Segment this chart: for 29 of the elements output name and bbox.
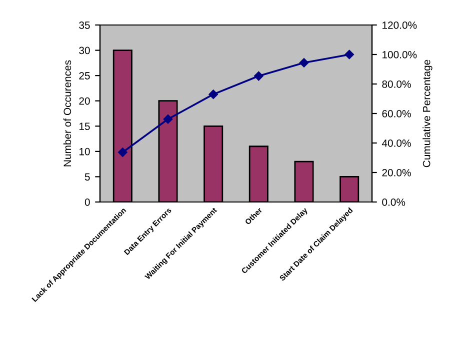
bar <box>340 176 360 202</box>
point <box>299 58 309 68</box>
bar <box>112 50 132 202</box>
point <box>118 148 128 157</box>
y-tick-label: 20 <box>79 97 90 105</box>
y-tick-label: 30 <box>79 46 90 54</box>
y-tick-label: 5 <box>84 173 90 181</box>
y2-tick-label: 40.0% <box>382 140 411 147</box>
y2-tick-label: 120.0% <box>382 22 417 29</box>
y-tick-label: 0 <box>84 198 90 206</box>
y2-tick-label: 80.0% <box>382 80 411 88</box>
y-axis-title: Number of Occurences <box>63 60 72 166</box>
y-tick-label: 35 <box>79 22 90 29</box>
y2-tick-label: 20.0% <box>382 169 411 176</box>
y2-axis-title: Cumulative Percentage <box>422 60 432 168</box>
point <box>208 90 218 99</box>
y2-tick-label: 0.0% <box>382 198 406 206</box>
point <box>163 114 173 124</box>
bar <box>294 160 314 202</box>
y-tick-label: 25 <box>79 72 90 80</box>
bar <box>158 100 178 202</box>
point <box>344 50 354 60</box>
y2-tick-label: 100.0% <box>382 51 417 58</box>
bar <box>204 125 224 202</box>
point <box>254 71 264 81</box>
y2-tick-label: 60.0% <box>382 110 411 118</box>
y-tick-label: 10 <box>79 148 90 156</box>
bar <box>248 146 268 202</box>
y-tick-label: 15 <box>79 122 90 130</box>
